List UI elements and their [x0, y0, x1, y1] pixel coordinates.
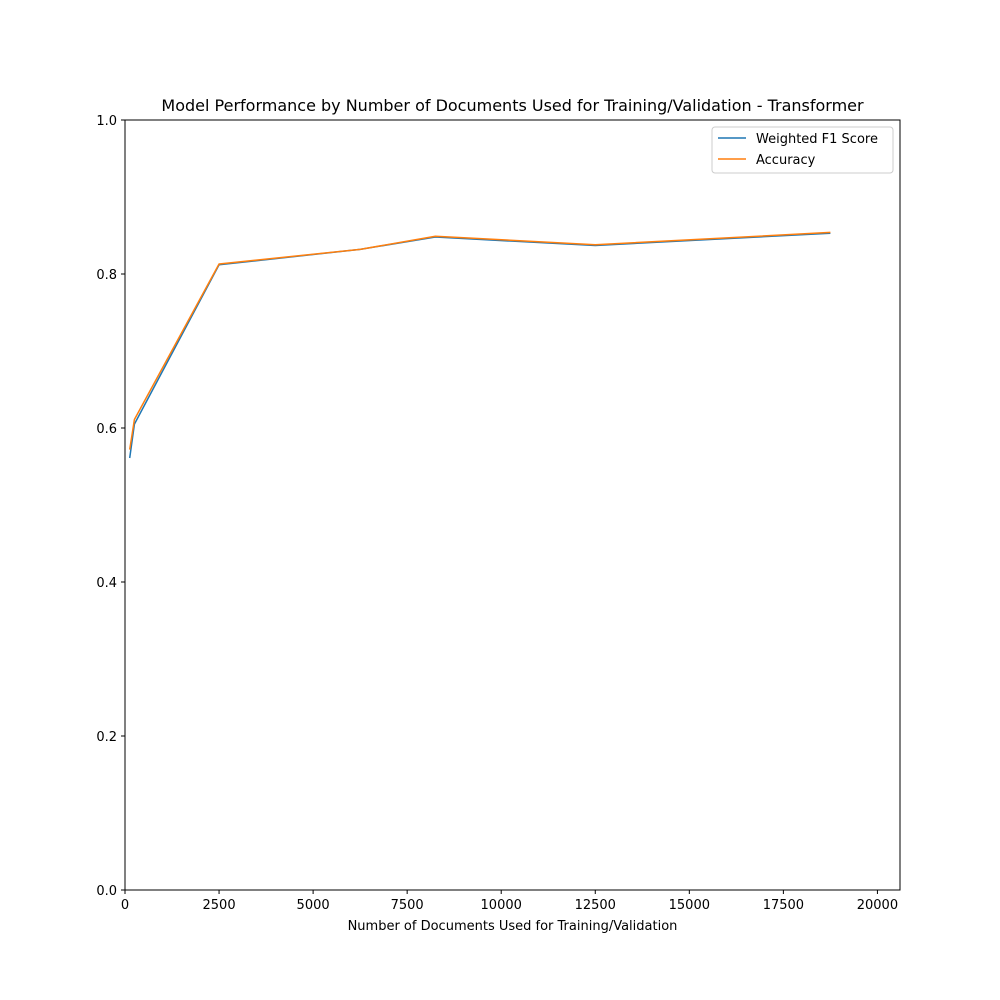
- x-tick-label: 10000: [481, 898, 522, 913]
- x-tick-label: 15000: [669, 898, 710, 913]
- x-tick-label: 2500: [203, 898, 236, 913]
- x-axis-ticks: 0 2500 5000 7500 10000 12500 15000 17500 20000: [121, 890, 898, 913]
- legend-box: [711, 126, 894, 174]
- y-axis-ticks: 0.0 0.2 0.4 0.6 0.8 1.0: [96, 114, 125, 899]
- legend: Weighted F1 Score Accuracy: [711, 126, 894, 174]
- y-tick-label: 0.2: [96, 730, 117, 745]
- x-tick-label: 17500: [763, 898, 804, 913]
- y-tick-label: 0.6: [96, 422, 117, 437]
- x-tick-label: 7500: [391, 898, 424, 913]
- series-line-weighted-f1-score: [128, 232, 831, 459]
- x-tick-label: 0: [121, 898, 129, 913]
- legend-entry-accuracy: Accuracy: [756, 153, 816, 168]
- y-tick-label: 1.0: [96, 114, 117, 129]
- series-line-accuracy: [128, 231, 831, 450]
- chart-title: Model Performance by Number of Documents…: [161, 96, 864, 115]
- y-tick-label: 0.0: [96, 884, 117, 899]
- y-tick-label: 0.4: [96, 576, 117, 591]
- x-tick-label: 20000: [857, 898, 898, 913]
- series-layer: [128, 231, 831, 459]
- plot-frame: [124, 119, 901, 891]
- x-tick-label: 5000: [297, 898, 330, 913]
- legend-entry-weighted-f1: Weighted F1 Score: [756, 132, 878, 147]
- x-axis-label: Number of Documents Used for Training/Va…: [348, 919, 678, 934]
- y-tick-label: 0.8: [96, 268, 117, 283]
- x-tick-label: 12500: [575, 898, 616, 913]
